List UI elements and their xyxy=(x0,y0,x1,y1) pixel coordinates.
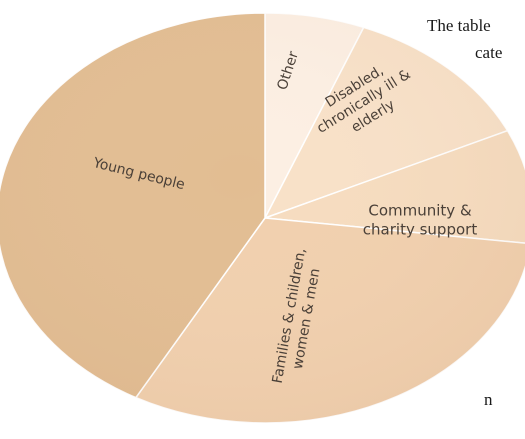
slice-label-3: Community & charity support xyxy=(363,202,478,239)
